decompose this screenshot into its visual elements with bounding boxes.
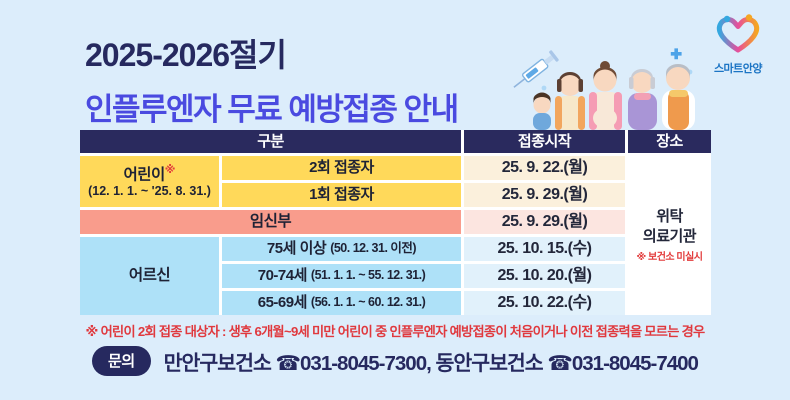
children-two-dose-footnote: ※ 어린이 2회 접종 대상자 : 생후 6개월~9세 미만 어린이 중 인플루… <box>85 324 706 339</box>
children-row-one-dose: 1회 접종자 <box>222 183 461 207</box>
elderly-man-figure <box>662 64 695 130</box>
family-illustration <box>500 36 712 130</box>
seniors-70-74-date: 25. 10. 20.(월) <box>464 264 625 288</box>
seniors-65-69-birth-range: (56. 1. 1. ~ 60. 12. 31.) <box>310 295 426 310</box>
place-cell: 위탁 의료기관 ※ 보건소 미실시 <box>628 156 711 315</box>
children-label: 어린이 <box>123 166 166 184</box>
children-two-dose-date: 25. 9. 22.(월) <box>464 156 625 180</box>
seniors-70-74-label: 70-74세 <box>257 267 308 285</box>
smart-anyang-logo: 스마트안양 <box>700 14 776 76</box>
column-header-start-date: 접종시작 <box>464 130 625 153</box>
category-seniors: 어르신 <box>80 237 219 315</box>
syringe-icon <box>513 50 559 88</box>
seniors-row-75plus: 75세 이상 (50. 12. 31. 이전) <box>222 237 461 261</box>
contact-row: 문의 만안구보건소 ☎031-8045-7300, 동안구보건소 ☎031-80… <box>0 346 790 376</box>
title-main: 인플루엔자 무료 예방접종 안내 <box>85 92 459 127</box>
column-header-place: 장소 <box>628 130 711 153</box>
title-season: 2025-2026절기 <box>85 37 287 73</box>
seniors-65-69-date: 25. 10. 22.(수) <box>464 291 625 315</box>
logo-label: 스마트안양 <box>713 63 763 75</box>
children-one-dose-date: 25. 9. 29.(월) <box>464 183 625 207</box>
seniors-row-70-74: 70-74세 (51. 1. 1. ~ 55. 12. 31.) <box>222 264 461 288</box>
seniors-75plus-date: 25. 10. 15.(수) <box>464 237 625 261</box>
elderly-woman-figure <box>628 69 657 130</box>
seniors-70-74-birth-range: (51. 1. 1. ~ 55. 12. 31.) <box>310 268 426 283</box>
heart-logo-icon <box>714 14 762 58</box>
category-pregnant: 임신부 <box>80 210 461 234</box>
mother-figure <box>555 72 585 130</box>
vaccination-schedule-table: 구분 접종시작 장소 어린이※ (12. 1. 1. ~ '25. 8. 31.… <box>80 130 711 315</box>
seniors-75plus-birth-range: (50. 12. 31. 이전) <box>330 241 417 256</box>
place-line1: 위탁 <box>656 207 683 225</box>
children-footnote-marker: ※ <box>164 163 176 176</box>
contact-phone-numbers: 만안구보건소 ☎031-8045-7300, 동안구보건소 ☎031-8045-… <box>163 352 699 375</box>
place-note: ※ 보건소 미실시 <box>636 252 703 263</box>
seniors-75plus-label: 75세 이상 <box>266 240 327 258</box>
seniors-65-69-label: 65-69세 <box>257 294 308 312</box>
seniors-row-65-69: 65-69세 (56. 1. 1. ~ 60. 12. 31.) <box>222 291 461 315</box>
contact-badge: 문의 <box>92 346 151 376</box>
place-line2: 의료기관 <box>642 228 697 246</box>
pregnant-woman-figure <box>589 61 622 130</box>
children-row-two-dose: 2회 접종자 <box>222 156 461 180</box>
children-birth-range: (12. 1. 1. ~ '25. 8. 31.) <box>88 184 211 198</box>
page-title: 2025-2026절기 인플루엔자 무료 예방접종 안내 <box>85 30 459 129</box>
child-figure <box>533 92 551 130</box>
pregnant-date: 25. 9. 29.(월) <box>464 210 625 234</box>
column-header-category: 구분 <box>80 130 461 153</box>
category-children: 어린이※ (12. 1. 1. ~ '25. 8. 31.) <box>80 156 219 207</box>
